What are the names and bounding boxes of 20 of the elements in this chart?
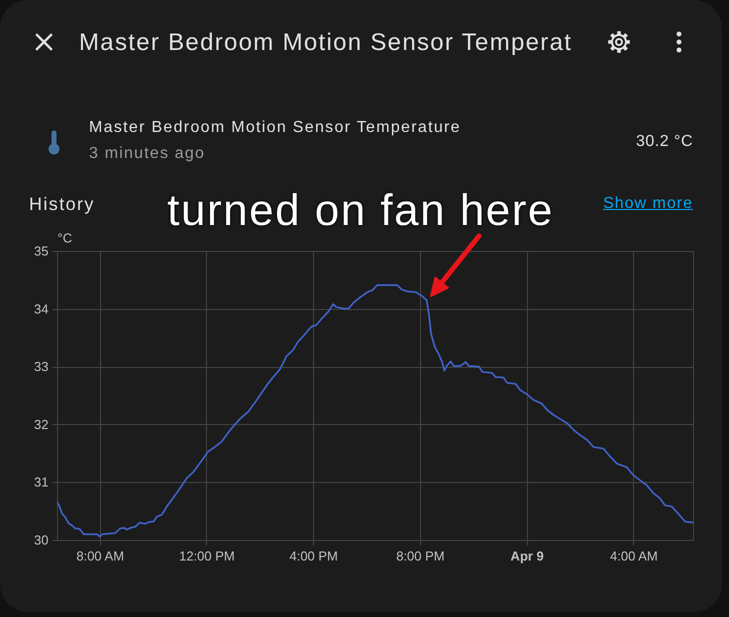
chart-title: Master Bedroom Motion Sensor Temperat xyxy=(79,29,572,56)
annotation: turned on fan here xyxy=(167,186,554,236)
text: Master Bedroom Motion Sensor Temperature xyxy=(89,119,461,136)
x-tick-label: 8:00 PM xyxy=(396,548,445,564)
text: 3 minutes ago xyxy=(89,145,206,162)
y-tick-label: 31 xyxy=(34,474,48,490)
chart-subtitle: History xyxy=(29,194,95,214)
x-tick-label: 4:00 PM xyxy=(289,548,338,564)
y-tick-label: 34 xyxy=(34,301,48,316)
y-tick-label: 33 xyxy=(34,359,48,374)
x-tick-label: 12:00 PM xyxy=(179,548,235,564)
y-tick-label: 35 xyxy=(34,244,48,258)
x-tick-label: 4:00 AM xyxy=(610,548,658,564)
y-tick-label: 30 xyxy=(34,532,48,548)
x-tick-label: 8:00 AM xyxy=(76,548,124,564)
y-tick-label: 32 xyxy=(34,416,48,432)
x-tick-label: Apr 9 xyxy=(510,548,544,564)
text: 30.2 °C xyxy=(636,133,693,150)
text: Show more xyxy=(603,195,693,212)
y-axis-title: °C xyxy=(58,230,72,246)
